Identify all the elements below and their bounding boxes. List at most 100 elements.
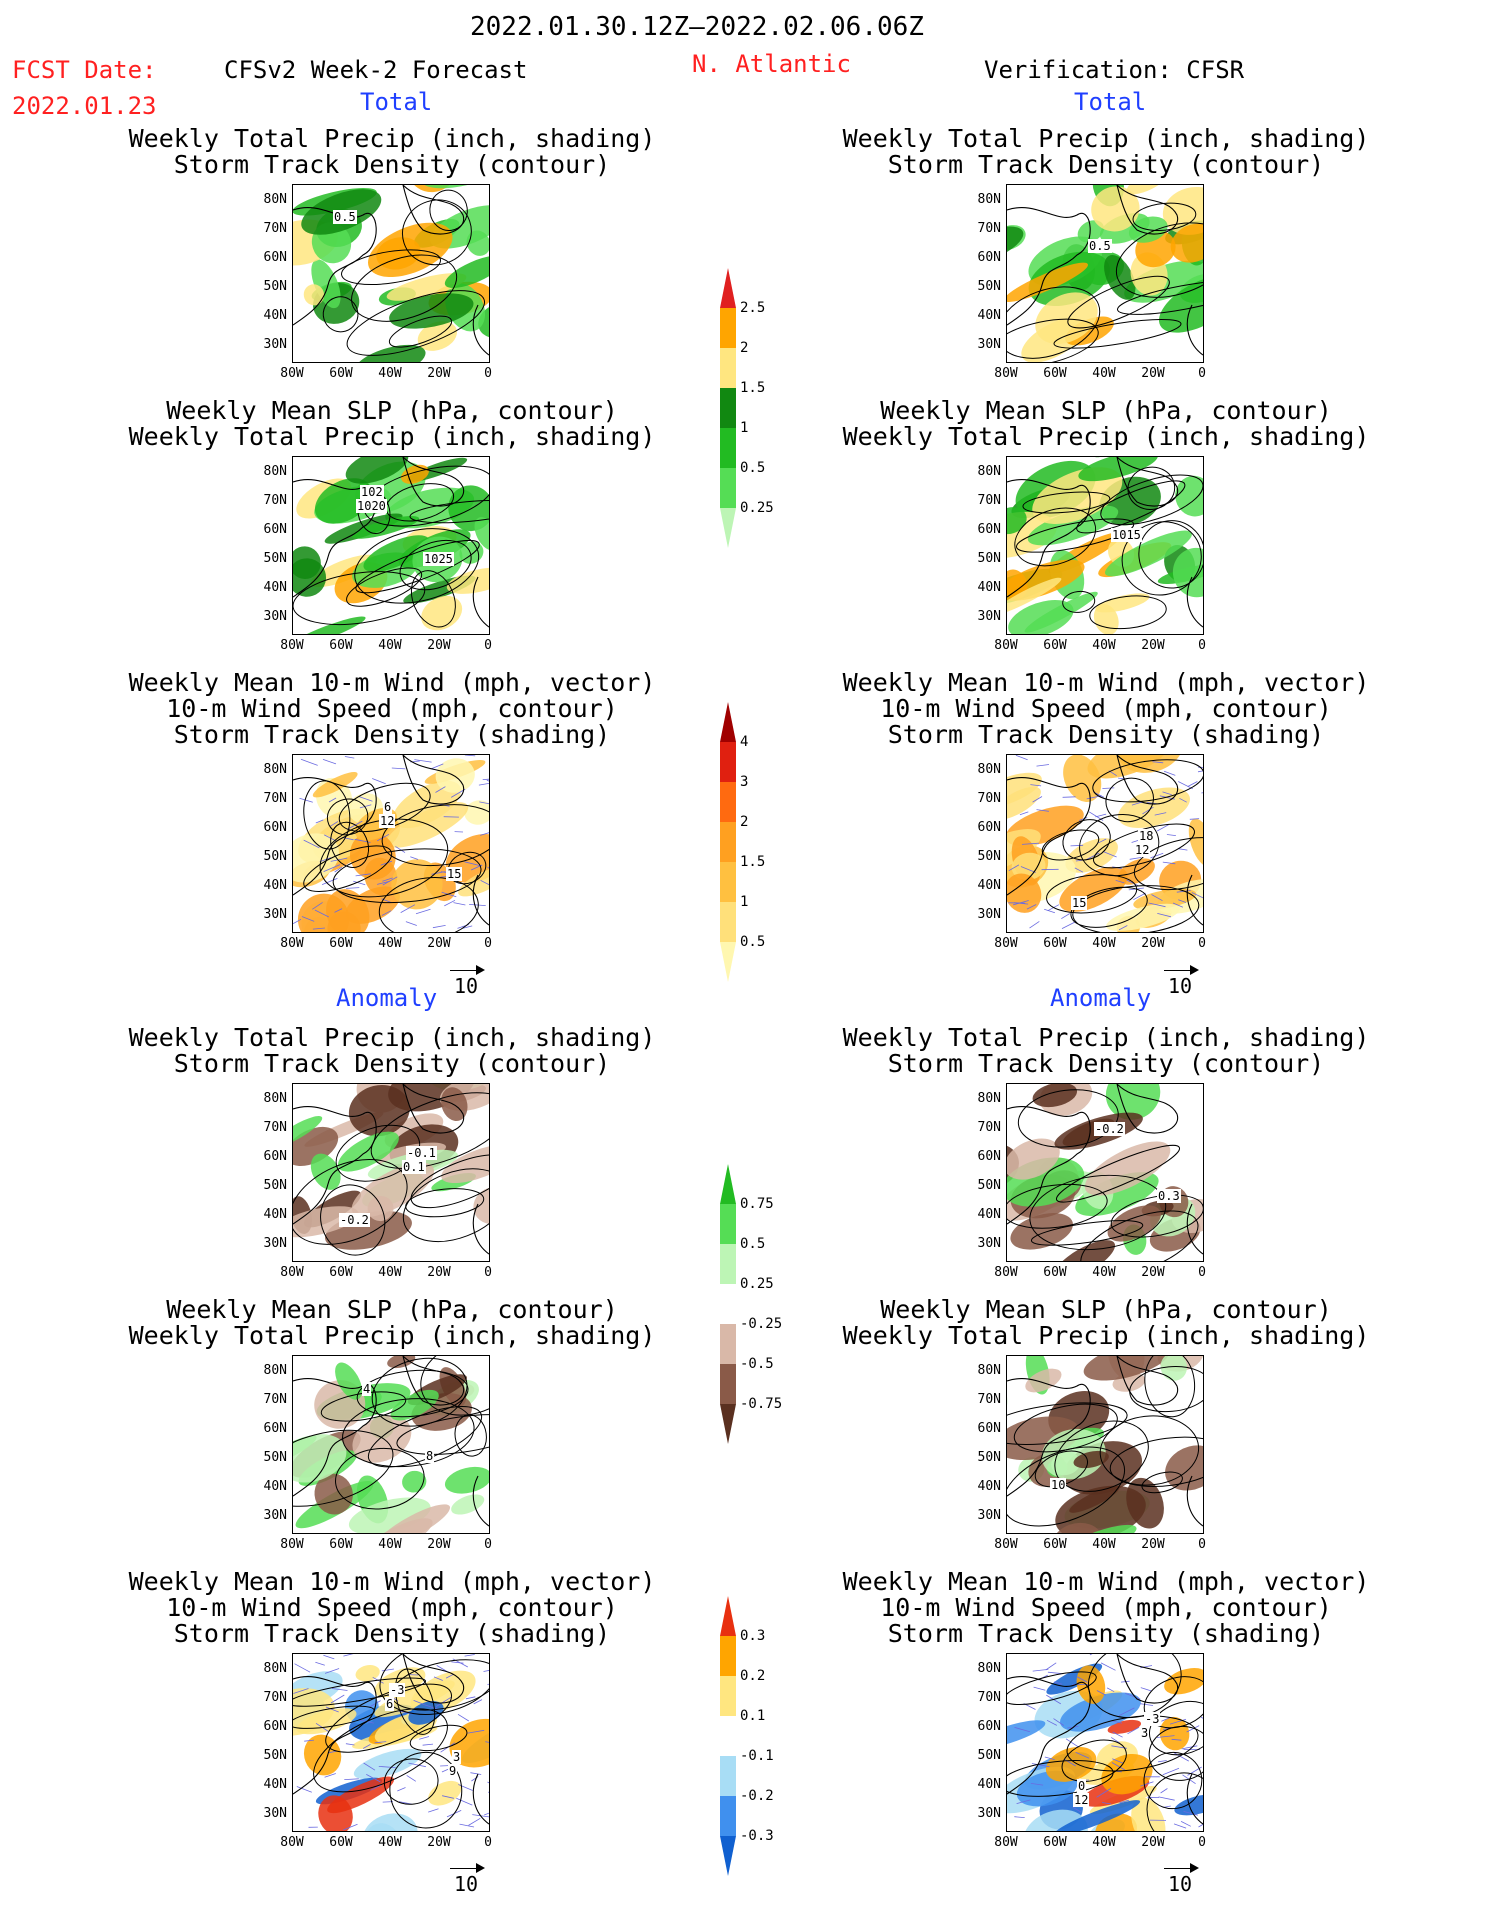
contour-line — [379, 1654, 489, 1715]
wind-vector — [314, 909, 329, 918]
wind-vector — [1181, 1745, 1198, 1750]
shading-region — [466, 230, 489, 256]
wind-vector — [324, 1773, 336, 1778]
wind-vector — [299, 797, 313, 803]
colorbar-segment — [720, 1164, 736, 1204]
shading-region — [1007, 1144, 1019, 1188]
contour-line — [394, 1668, 436, 1735]
shading-region — [451, 1494, 485, 1515]
wind-vector — [395, 846, 406, 853]
contour-line — [293, 1158, 408, 1245]
contour-line — [402, 1168, 489, 1243]
coastline — [1007, 1378, 1091, 1497]
lon-tick-label: 80W — [994, 1265, 1018, 1280]
shading-region — [1054, 1240, 1116, 1261]
lon-tick-label: 0 — [484, 936, 492, 951]
contour-line — [1015, 518, 1135, 553]
wind-vector — [1079, 817, 1088, 821]
contour-line — [1007, 1671, 1097, 1706]
contour-label: 0.5 — [333, 210, 357, 224]
contour-line — [370, 1092, 489, 1169]
shading-region — [1011, 852, 1046, 881]
contour-label: 6 — [383, 800, 393, 814]
wind-vector — [1166, 834, 1176, 836]
coastline — [1186, 1773, 1203, 1825]
panel-title-line: Storm Track Density (contour) — [887, 150, 1325, 179]
shading-region — [1007, 559, 1085, 601]
contour-line — [1076, 480, 1186, 534]
contour-line — [1067, 275, 1170, 329]
wind-vector — [300, 758, 318, 766]
coastline — [293, 1106, 377, 1225]
contour-line — [293, 571, 426, 625]
shading-region — [296, 1708, 357, 1735]
contour-line — [1055, 1144, 1181, 1203]
colorbar-segment — [720, 1284, 736, 1324]
colorbar-segment — [720, 1836, 736, 1876]
wind-vector — [325, 1706, 339, 1713]
coastline — [293, 777, 377, 896]
lat-tick-label: 70N — [263, 1120, 287, 1135]
lon-tick-label: 20W — [427, 936, 451, 951]
wind-vector — [1029, 921, 1040, 929]
contour-line — [388, 315, 453, 348]
wind-vector — [382, 877, 393, 882]
lon-tick-label: 60W — [1043, 936, 1067, 951]
colorbar-segment — [720, 942, 736, 982]
coastline — [472, 874, 489, 926]
colorbar-tick-label: -0.3 — [740, 1828, 774, 1844]
region-title: N. Atlantic — [692, 50, 851, 78]
contour-line — [322, 296, 359, 333]
coastline — [472, 576, 489, 628]
panel-title-line: 10-m Wind Speed (mph, contour) — [880, 694, 1332, 723]
wind-vector — [1131, 801, 1142, 806]
shading-region — [1105, 530, 1192, 577]
colorbar-segment — [720, 1364, 736, 1404]
wind-vector — [1044, 1756, 1055, 1760]
shading-region — [355, 1665, 380, 1682]
wind-vector — [451, 1661, 464, 1664]
coastline — [402, 185, 465, 235]
coastline — [1186, 874, 1203, 926]
lat-tick-label: 50N — [977, 1178, 1001, 1193]
lon-tick-label: 0 — [484, 1537, 492, 1552]
contour-line — [1144, 1356, 1196, 1418]
contour-line — [1034, 1450, 1088, 1488]
colorbar-precip_anom: -0.75 -0.5 -0.25 0.25 0.5 0.75 — [720, 1164, 782, 1444]
wind-vector — [1046, 1719, 1057, 1726]
lon-tick-label: 20W — [1141, 936, 1165, 951]
shading-region — [1087, 755, 1170, 779]
coastline — [1116, 1654, 1179, 1704]
panel-title-line: Weekly Mean 10-m Wind (mph, vector) — [842, 668, 1370, 697]
lon-tick-label: 40W — [378, 638, 402, 653]
map-plot — [1007, 755, 1203, 932]
lat-tick-label: 70N — [263, 493, 287, 508]
shading-region — [1069, 1485, 1120, 1513]
wind-vector — [410, 856, 419, 860]
shading-region — [1158, 275, 1203, 333]
panel-title-line: Weekly Mean SLP (hPa, contour) — [166, 1295, 618, 1324]
shading-region — [1170, 223, 1203, 263]
shading-region — [1165, 1445, 1203, 1491]
wind-vector — [1126, 879, 1140, 887]
vector-reference-fc-total: 10 — [446, 965, 486, 998]
colorbar-segment — [720, 1676, 736, 1716]
lat-tick-label: 40N — [263, 1207, 287, 1222]
colorbar-tick-label: 1.5 — [740, 854, 766, 870]
wind-vector — [1072, 1806, 1082, 1813]
wind-vector — [464, 755, 476, 757]
lon-tick-label: 40W — [1092, 638, 1116, 653]
wind-vector — [1061, 921, 1077, 929]
lon-tick-label: 0 — [1198, 366, 1206, 381]
contour-line — [396, 1414, 489, 1455]
contour-line — [1138, 520, 1203, 589]
map-plot — [293, 185, 489, 362]
lat-tick-label: 40N — [263, 308, 287, 323]
shading-region — [1188, 818, 1203, 868]
wind-vector — [1085, 852, 1100, 861]
map-plot — [1007, 1654, 1203, 1831]
wind-vector — [1171, 1738, 1182, 1741]
lat-tick-label: 60N — [263, 820, 287, 835]
wind-vector — [331, 1688, 348, 1691]
contour-line — [1121, 521, 1202, 596]
